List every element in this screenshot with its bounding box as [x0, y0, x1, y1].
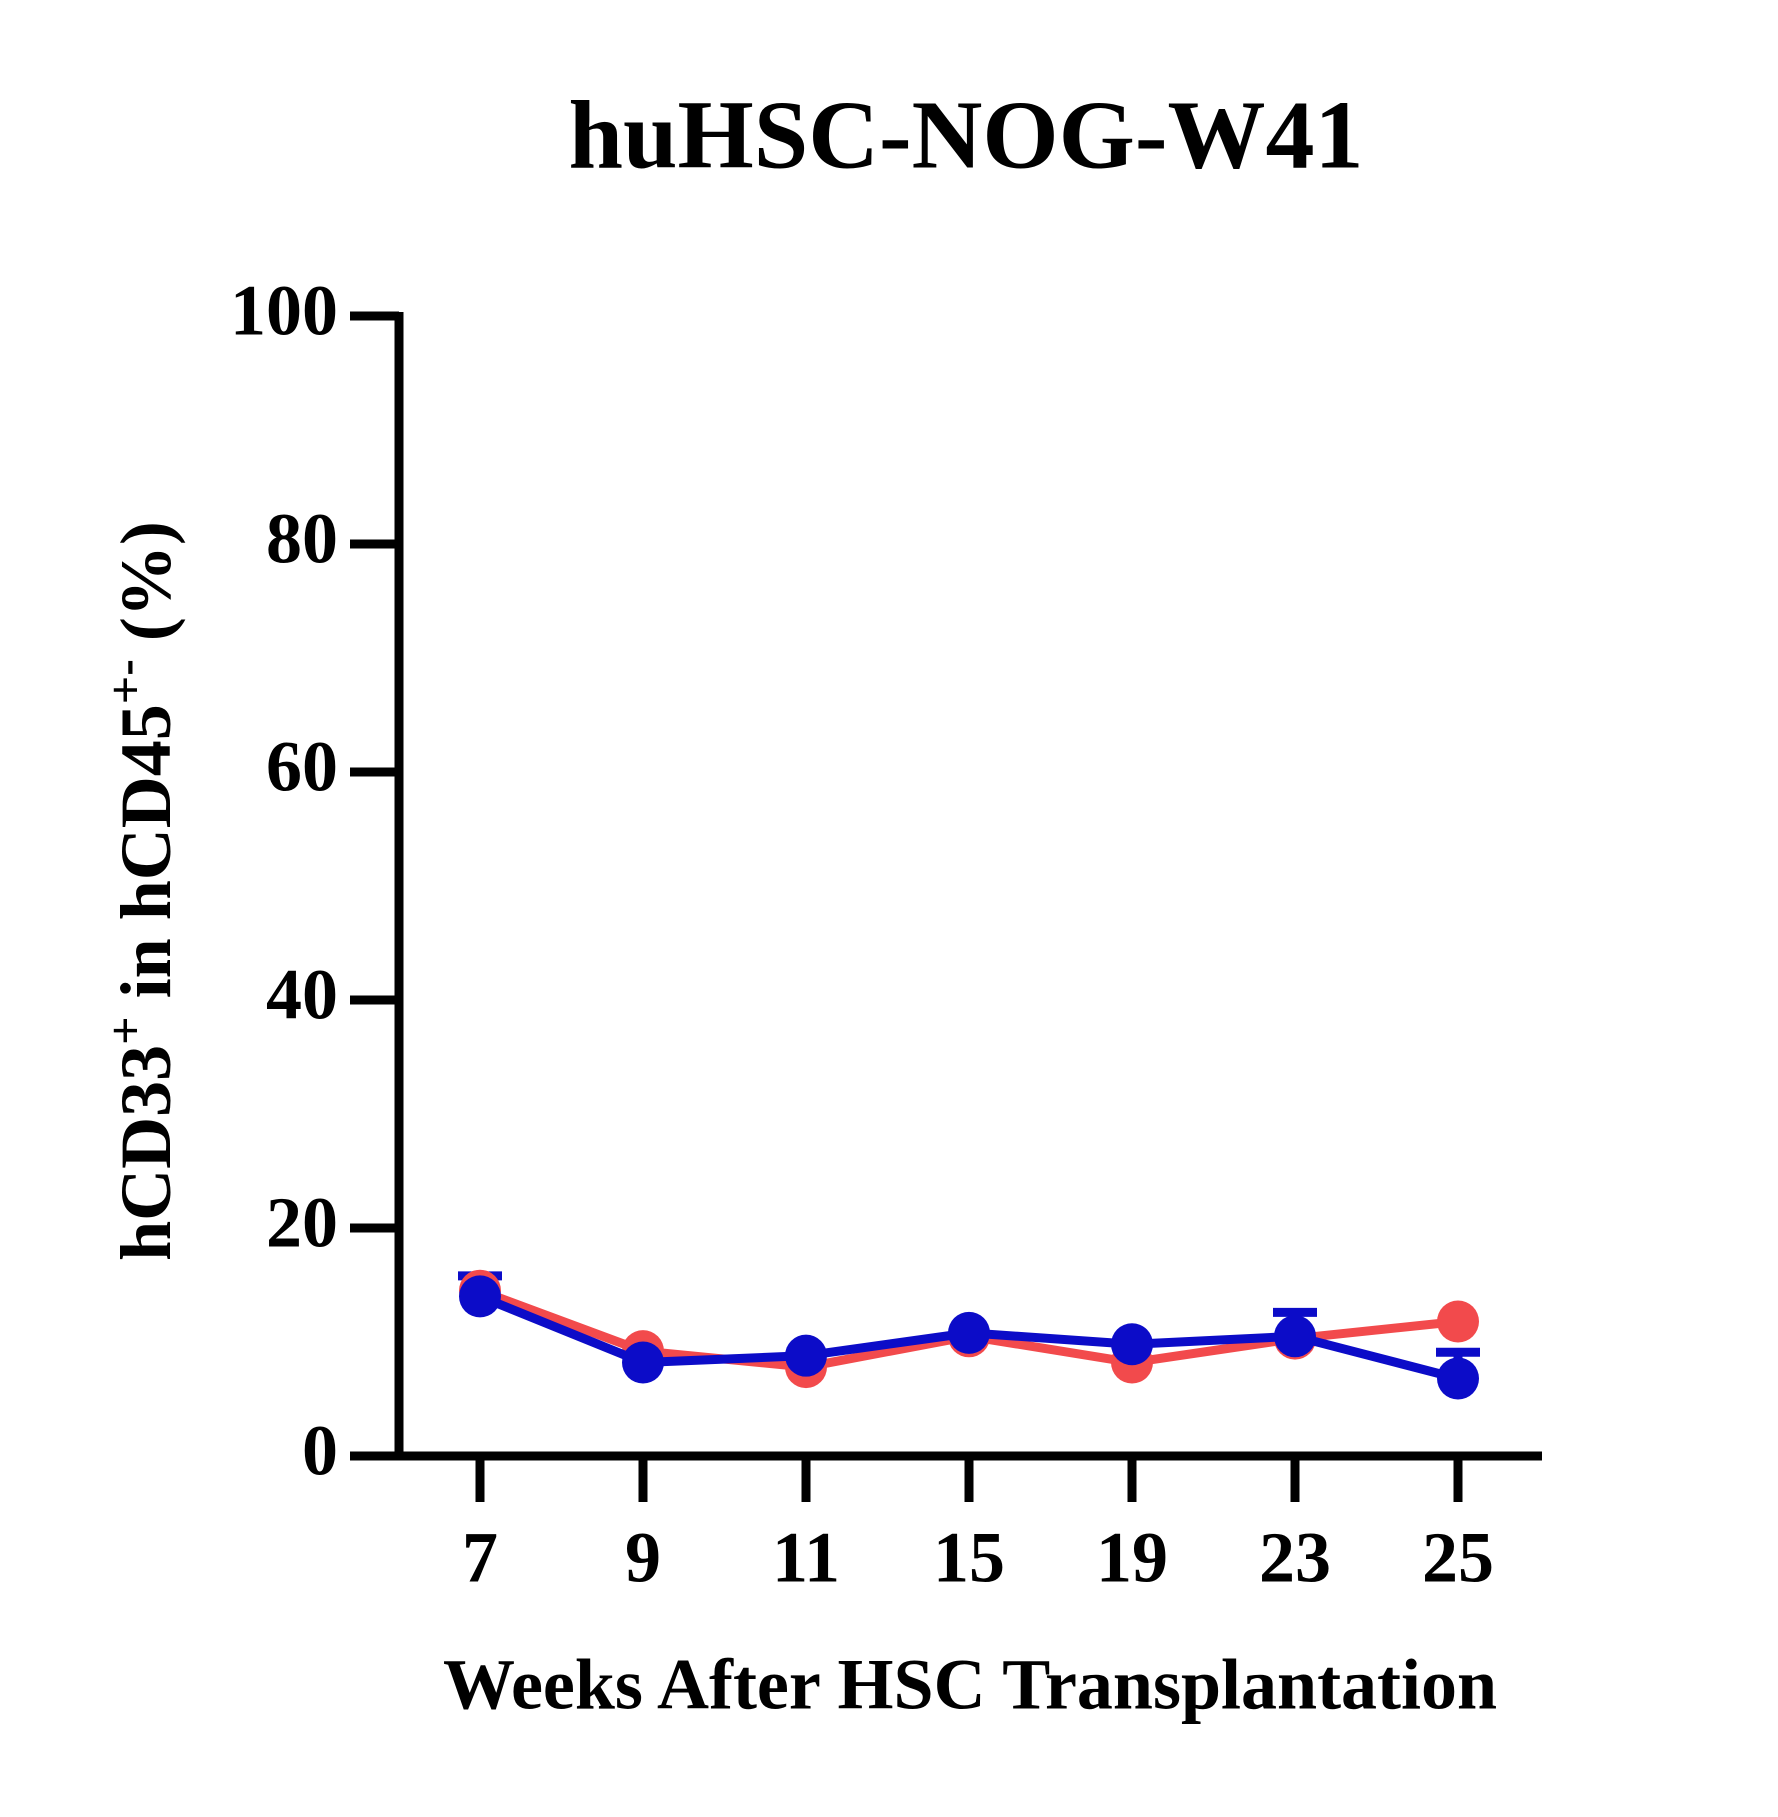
x-tick-label: 23	[1259, 1518, 1331, 1598]
superscript: +	[97, 1016, 153, 1045]
point	[948, 1311, 990, 1354]
point	[1437, 1357, 1479, 1400]
y-tick-label: 100	[230, 271, 338, 351]
label-part: (%)	[106, 521, 186, 659]
x-tick-label: 7	[462, 1518, 498, 1598]
y-tick-label: 20	[266, 1183, 338, 1263]
point	[1274, 1315, 1316, 1358]
label-part: hCD33	[106, 1045, 186, 1261]
superscript: +-	[97, 659, 153, 704]
x-tick-label: 11	[772, 1518, 840, 1598]
point	[459, 1275, 501, 1318]
chart-title: huHSC-NOG-W41	[568, 81, 1363, 189]
y-tick-label: 80	[266, 499, 338, 579]
point	[1111, 1323, 1153, 1366]
point	[1437, 1300, 1479, 1343]
y-tick-label: 60	[266, 727, 338, 807]
x-tick-label: 19	[1096, 1518, 1168, 1598]
x-axis-title: Weeks After HSC Transplantation	[443, 1645, 1497, 1725]
x-tick-label: 9	[625, 1518, 661, 1598]
y-tick-label: 0	[302, 1411, 338, 1491]
point	[785, 1334, 827, 1377]
x-tick-label: 15	[933, 1518, 1005, 1598]
x-tick-label: 25	[1422, 1518, 1494, 1598]
y-axis-title: hCD33+ in hCD45+- (%)	[97, 521, 186, 1261]
label-part: in hCD45	[106, 704, 186, 1016]
point	[622, 1341, 664, 1384]
y-tick-label: 40	[266, 955, 338, 1035]
